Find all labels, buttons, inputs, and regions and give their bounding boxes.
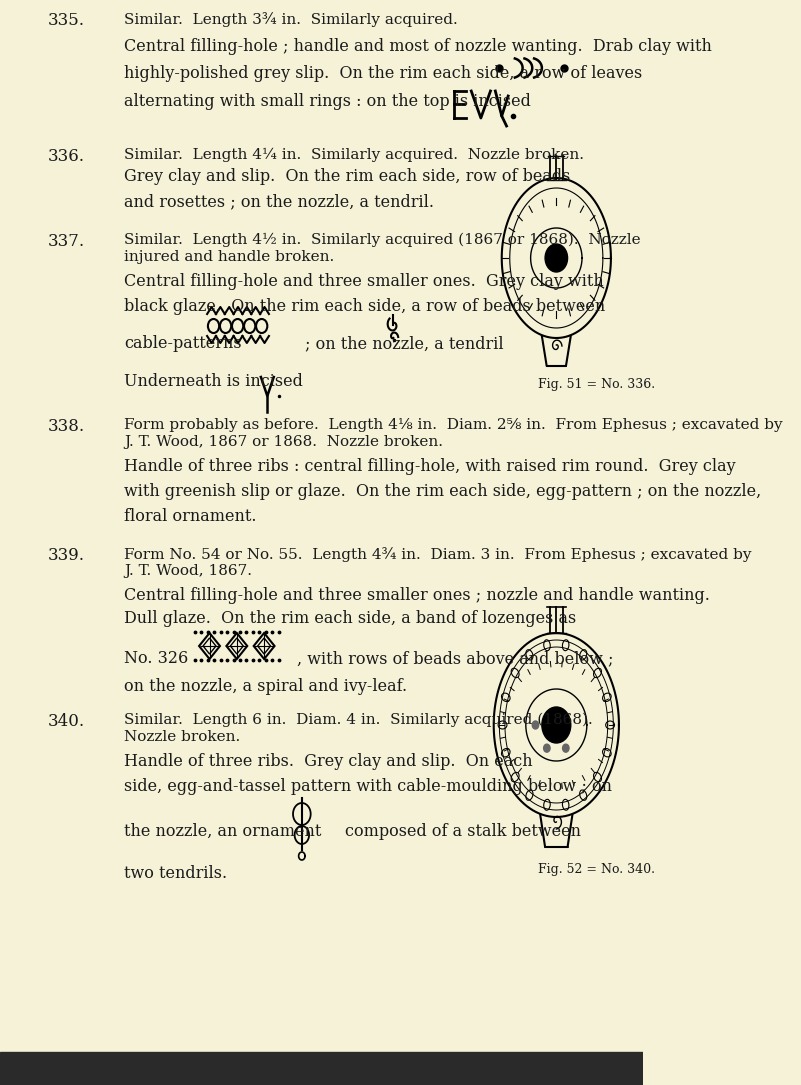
Text: Similar.  Length 4¼ in.  Similarly acquired.  Nozzle broken.: Similar. Length 4¼ in. Similarly acquire… bbox=[124, 148, 585, 162]
Circle shape bbox=[532, 722, 538, 729]
Circle shape bbox=[545, 244, 568, 272]
Text: injured and handle broken.: injured and handle broken. bbox=[124, 250, 335, 264]
Text: highly-polished grey slip.  On the rim each side, a row of leaves: highly-polished grey slip. On the rim ea… bbox=[124, 65, 642, 82]
Text: two tendrils.: two tendrils. bbox=[124, 865, 227, 882]
Text: Fig. 51 = No. 336.: Fig. 51 = No. 336. bbox=[537, 378, 655, 391]
Text: 337.: 337. bbox=[48, 233, 85, 250]
Text: 336.: 336. bbox=[48, 148, 85, 165]
Text: Nozzle broken.: Nozzle broken. bbox=[124, 730, 240, 744]
Text: black glaze.  On the rim each side, a row of beads between: black glaze. On the rim each side, a row… bbox=[124, 298, 606, 315]
Text: Form No. 54 or No. 55.  Length 4¾ in.  Diam. 3 in.  From Ephesus ; excavated by: Form No. 54 or No. 55. Length 4¾ in. Dia… bbox=[124, 547, 752, 562]
Text: side, egg-and-tassel pattern with cable-moulding below ; on: side, egg-and-tassel pattern with cable-… bbox=[124, 778, 613, 795]
Text: Grey clay and slip.  On the rim each side, row of beads: Grey clay and slip. On the rim each side… bbox=[124, 168, 571, 186]
Text: the nozzle, an ornament: the nozzle, an ornament bbox=[124, 824, 322, 840]
Text: Central filling-hole and three smaller ones.  Grey clay with: Central filling-hole and three smaller o… bbox=[124, 273, 604, 290]
Circle shape bbox=[541, 707, 571, 743]
Text: Similar.  Length 3¾ in.  Similarly acquired.: Similar. Length 3¾ in. Similarly acquire… bbox=[124, 12, 458, 27]
Text: No. 326: No. 326 bbox=[124, 650, 189, 667]
Circle shape bbox=[562, 744, 569, 752]
Text: , with rows of beads above and below ;: , with rows of beads above and below ; bbox=[297, 650, 614, 667]
Text: Similar.  Length 4½ in.  Similarly acquired (1867 or 1868).  Nozzle: Similar. Length 4½ in. Similarly acquire… bbox=[124, 233, 641, 247]
Text: floral ornament.: floral ornament. bbox=[124, 508, 257, 525]
Text: composed of a stalk between: composed of a stalk between bbox=[345, 824, 582, 840]
Bar bbox=[0, 1052, 643, 1085]
Text: Central filling-hole ; handle and most of nozzle wanting.  Drab clay with: Central filling-hole ; handle and most o… bbox=[124, 38, 712, 55]
Text: J. T. Wood, 1867.: J. T. Wood, 1867. bbox=[124, 564, 252, 578]
Text: cable-patterns: cable-patterns bbox=[124, 335, 242, 352]
Text: Handle of three ribs : central filling-hole, with raised rim round.  Grey clay: Handle of three ribs : central filling-h… bbox=[124, 458, 736, 475]
Text: Central filling-hole and three smaller ones ; nozzle and handle wanting.: Central filling-hole and three smaller o… bbox=[124, 587, 710, 604]
Text: Handle of three ribs.  Grey clay and slip.  On each: Handle of three ribs. Grey clay and slip… bbox=[124, 753, 533, 770]
Text: ; on the nozzle, a tendril: ; on the nozzle, a tendril bbox=[305, 335, 504, 352]
Text: 339.: 339. bbox=[48, 547, 85, 564]
Text: 340.: 340. bbox=[48, 713, 85, 730]
Text: Form probably as before.  Length 4⅛ in.  Diam. 2⅝ in.  From Ephesus ; excavated : Form probably as before. Length 4⅛ in. D… bbox=[124, 418, 783, 432]
Circle shape bbox=[544, 744, 550, 752]
Text: alternating with small rings : on the top is incised: alternating with small rings : on the to… bbox=[124, 93, 531, 110]
Text: J. T. Wood, 1867 or 1868.  Nozzle broken.: J. T. Wood, 1867 or 1868. Nozzle broken. bbox=[124, 435, 444, 449]
Text: Dull glaze.  On the rim each side, a band of lozenges as: Dull glaze. On the rim each side, a band… bbox=[124, 610, 577, 627]
Text: and rosettes ; on the nozzle, a tendril.: and rosettes ; on the nozzle, a tendril. bbox=[124, 193, 434, 210]
Text: 335.: 335. bbox=[48, 12, 85, 29]
Text: Underneath is incised: Underneath is incised bbox=[124, 373, 304, 390]
Text: with greenish slip or glaze.  On the rim each side, egg-pattern ; on the nozzle,: with greenish slip or glaze. On the rim … bbox=[124, 483, 762, 500]
Text: 338.: 338. bbox=[48, 418, 85, 435]
Text: Fig. 52 = No. 340.: Fig. 52 = No. 340. bbox=[537, 863, 655, 876]
Text: Similar.  Length 6 in.  Diam. 4 in.  Similarly acquired (1868).: Similar. Length 6 in. Diam. 4 in. Simila… bbox=[124, 713, 594, 727]
Text: on the nozzle, a spiral and ivy-leaf.: on the nozzle, a spiral and ivy-leaf. bbox=[124, 678, 408, 695]
